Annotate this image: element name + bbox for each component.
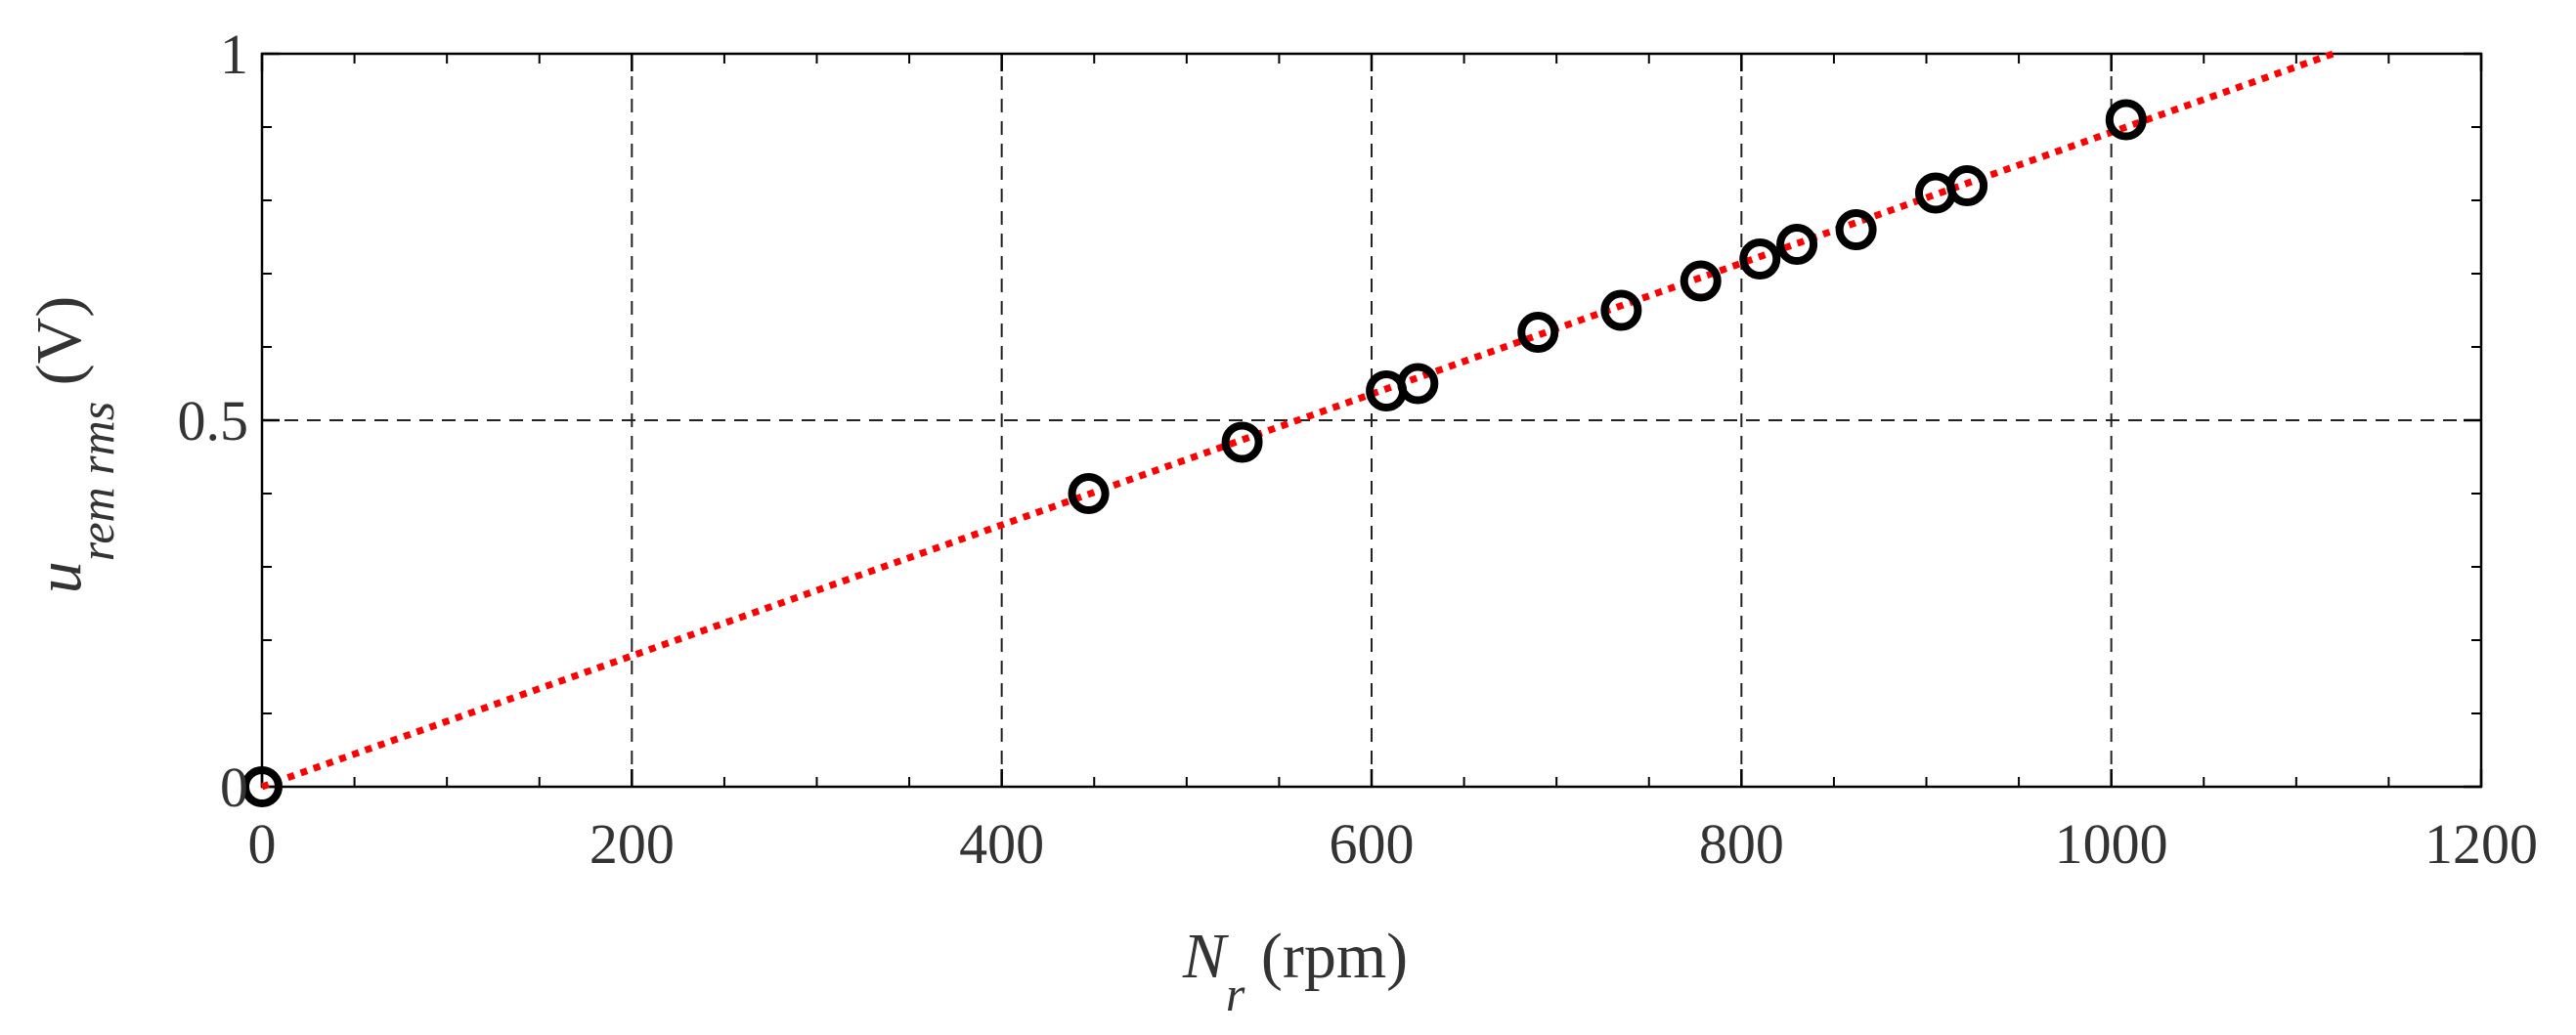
x-tick-labels: 0 200 400 600 800 1000 1200 [248,812,2539,876]
y-tick-label: 0 [220,755,248,819]
data-point [241,766,283,807]
data-point [1068,473,1110,514]
data-point [1517,312,1559,353]
data-point [1739,238,1781,280]
data-point [1946,165,1988,206]
y-axis-label-main: u [23,561,95,593]
x-tick-label: 600 [1330,812,1415,876]
x-tick-label: 1000 [2055,812,2168,876]
data-point [1776,224,1818,265]
y-tick-label: 1 [220,22,248,86]
plot-frame [260,52,2483,789]
y-tick-label: 0.5 [178,389,249,453]
x-tick-label: 800 [1699,812,1784,876]
y-axis-label-sub: rem rms [69,402,124,561]
data-point [1680,260,1722,302]
y-axis-label-unit: (V) [23,296,95,402]
grid-layer [262,54,2481,787]
series-layer [241,50,2335,807]
data-point [1600,289,1642,331]
data-point [1397,363,1439,405]
x-axis-label-sub: r [1226,967,1245,1021]
x-axis-label-unit: (rpm) [1244,921,1408,992]
x-axis-label-main: N [1182,921,1230,992]
x-tick-label: 200 [589,812,675,876]
y-axis-label: urem rms (V) [23,296,124,594]
x-tick-label: 1200 [2424,812,2538,876]
x-tick-label: 400 [959,812,1044,876]
x-axis-label: Nr (rpm) [1182,921,1408,1021]
x-tick-label: 0 [248,812,277,876]
data-point [1221,421,1263,463]
fit-line [260,50,2335,791]
y-tick-labels: 00.51 [178,22,249,819]
data-point [2105,99,2147,141]
data-point [1835,209,1877,250]
